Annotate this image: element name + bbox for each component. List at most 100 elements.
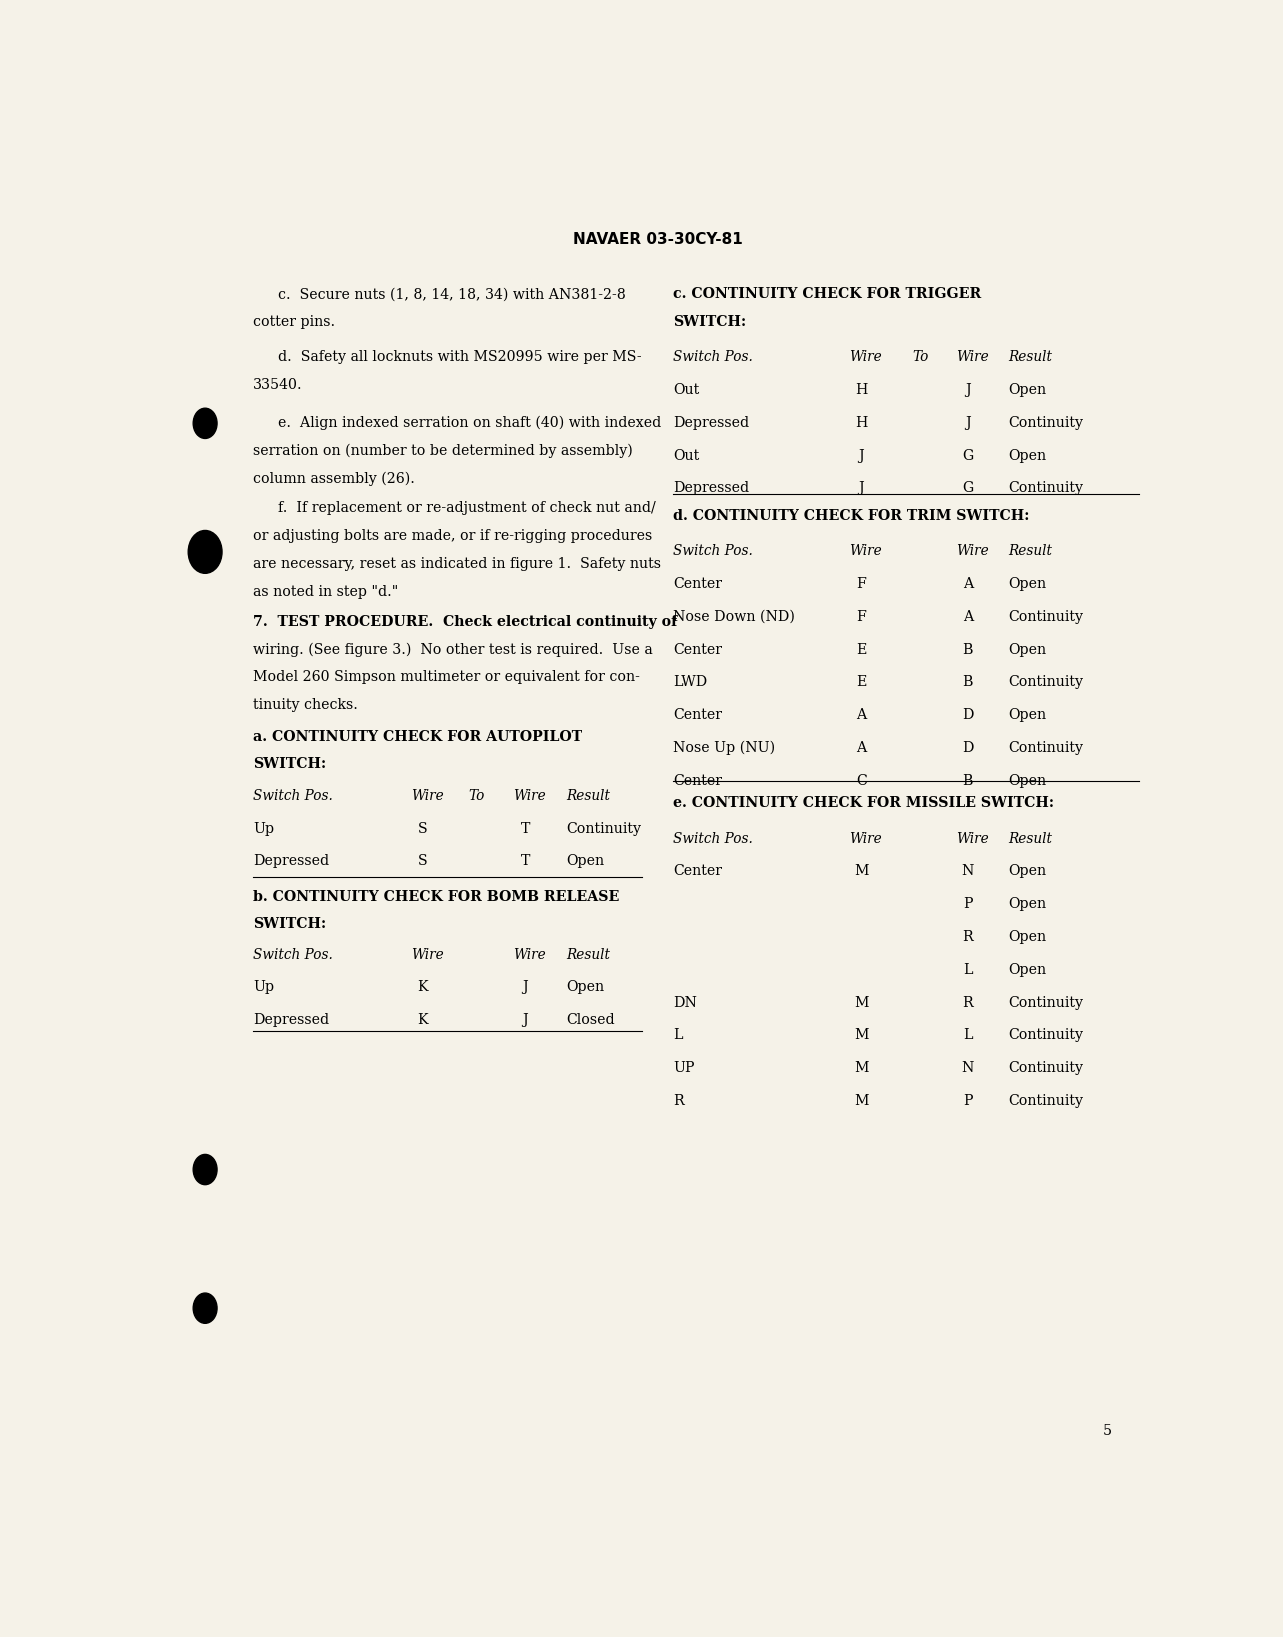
- Text: Continuity: Continuity: [1008, 481, 1084, 496]
- Text: Continuity: Continuity: [1008, 416, 1084, 431]
- Text: Out: Out: [674, 383, 699, 398]
- Text: S: S: [418, 822, 427, 835]
- Text: LWD: LWD: [674, 676, 708, 689]
- Text: A: A: [856, 709, 866, 722]
- Text: E: E: [856, 643, 866, 656]
- Text: H: H: [856, 416, 867, 431]
- Text: Continuity: Continuity: [1008, 1094, 1084, 1108]
- Text: J: J: [858, 449, 865, 463]
- Text: d.  Safety all locknuts with MS20995 wire per MS-: d. Safety all locknuts with MS20995 wire…: [277, 350, 642, 363]
- Text: Switch Pos.: Switch Pos.: [253, 948, 332, 961]
- Text: Switch Pos.: Switch Pos.: [253, 789, 332, 802]
- Text: wiring. (See figure 3.)  No other test is required.  Use a: wiring. (See figure 3.) No other test is…: [253, 643, 653, 656]
- Text: Up: Up: [253, 981, 275, 994]
- Text: Open: Open: [566, 981, 604, 994]
- Text: Depressed: Depressed: [253, 855, 328, 868]
- Text: C: C: [856, 774, 867, 787]
- Text: Open: Open: [1008, 449, 1047, 463]
- Text: Continuity: Continuity: [566, 822, 642, 835]
- Text: Result: Result: [1008, 545, 1052, 558]
- Text: Open: Open: [1008, 963, 1047, 977]
- Text: Center: Center: [674, 774, 722, 787]
- Text: Open: Open: [566, 855, 604, 868]
- Text: Nose Up (NU): Nose Up (NU): [674, 742, 775, 755]
- Text: d. CONTINUITY CHECK FOR TRIM SWITCH:: d. CONTINUITY CHECK FOR TRIM SWITCH:: [674, 509, 1030, 524]
- Text: NAVAER 03-30CY-81: NAVAER 03-30CY-81: [572, 232, 743, 247]
- Text: P: P: [964, 1094, 973, 1108]
- Text: J: J: [965, 416, 971, 431]
- Text: H: H: [856, 383, 867, 398]
- Text: Center: Center: [674, 643, 722, 656]
- Text: Wire: Wire: [849, 545, 883, 558]
- Text: To: To: [912, 350, 929, 363]
- Circle shape: [194, 1154, 217, 1185]
- Text: Model 260 Simpson multimeter or equivalent for con-: Model 260 Simpson multimeter or equivale…: [253, 671, 640, 684]
- Text: A: A: [962, 578, 973, 591]
- Text: Out: Out: [674, 449, 699, 463]
- Circle shape: [189, 530, 222, 573]
- Text: Switch Pos.: Switch Pos.: [674, 545, 753, 558]
- Text: D: D: [962, 742, 974, 755]
- Text: Continuity: Continuity: [1008, 1061, 1084, 1076]
- Text: Continuity: Continuity: [1008, 611, 1084, 624]
- Text: Nose Down (ND): Nose Down (ND): [674, 611, 795, 624]
- Circle shape: [194, 408, 217, 439]
- Text: B: B: [962, 676, 973, 689]
- Text: B: B: [962, 643, 973, 656]
- Text: R: R: [962, 930, 973, 945]
- Text: tinuity checks.: tinuity checks.: [253, 697, 358, 712]
- Text: Open: Open: [1008, 930, 1047, 945]
- Text: Switch Pos.: Switch Pos.: [674, 832, 753, 846]
- Text: DN: DN: [674, 995, 698, 1010]
- Text: M: M: [854, 1028, 869, 1043]
- Text: R: R: [962, 995, 973, 1010]
- Text: M: M: [854, 864, 869, 879]
- Text: Center: Center: [674, 864, 722, 879]
- Text: 7.  TEST PROCEDURE.  Check electrical continuity of: 7. TEST PROCEDURE. Check electrical cont…: [253, 616, 677, 629]
- Text: Continuity: Continuity: [1008, 742, 1084, 755]
- Text: A: A: [856, 742, 866, 755]
- Text: e.  Align indexed serration on shaft (40) with indexed: e. Align indexed serration on shaft (40)…: [277, 416, 661, 431]
- Text: To: To: [468, 789, 485, 802]
- Text: Open: Open: [1008, 897, 1047, 912]
- Text: Continuity: Continuity: [1008, 676, 1084, 689]
- Text: Up: Up: [253, 822, 275, 835]
- Text: Result: Result: [566, 948, 609, 961]
- Text: Wire: Wire: [849, 350, 883, 363]
- Text: f.  If replacement or re-adjustment of check nut and/: f. If replacement or re-adjustment of ch…: [277, 501, 656, 516]
- Text: T: T: [521, 822, 530, 835]
- Text: E: E: [856, 676, 866, 689]
- Text: P: P: [964, 897, 973, 912]
- Text: column assembly (26).: column assembly (26).: [253, 471, 414, 486]
- Text: UP: UP: [674, 1061, 695, 1076]
- Text: e. CONTINUITY CHECK FOR MISSILE SWITCH:: e. CONTINUITY CHECK FOR MISSILE SWITCH:: [674, 797, 1055, 810]
- Text: c. CONTINUITY CHECK FOR TRIGGER: c. CONTINUITY CHECK FOR TRIGGER: [674, 286, 981, 301]
- Text: cotter pins.: cotter pins.: [253, 314, 335, 329]
- Text: K: K: [417, 1013, 429, 1028]
- Text: G: G: [962, 449, 974, 463]
- Text: A: A: [962, 611, 973, 624]
- Text: L: L: [964, 1028, 973, 1043]
- Text: Depressed: Depressed: [674, 481, 749, 496]
- Text: 33540.: 33540.: [253, 378, 303, 391]
- Text: F: F: [857, 578, 866, 591]
- Text: J: J: [522, 981, 529, 994]
- Text: Wire: Wire: [411, 789, 444, 802]
- Text: Open: Open: [1008, 774, 1047, 787]
- Text: Wire: Wire: [956, 545, 989, 558]
- Text: Result: Result: [1008, 832, 1052, 846]
- Text: Open: Open: [1008, 709, 1047, 722]
- Text: J: J: [858, 481, 865, 496]
- Text: Wire: Wire: [411, 948, 444, 961]
- Text: Open: Open: [1008, 383, 1047, 398]
- Text: T: T: [521, 855, 530, 868]
- Text: Open: Open: [1008, 643, 1047, 656]
- Text: Center: Center: [674, 709, 722, 722]
- Text: L: L: [964, 963, 973, 977]
- Text: a. CONTINUITY CHECK FOR AUTOPILOT: a. CONTINUITY CHECK FOR AUTOPILOT: [253, 730, 582, 743]
- Text: Wire: Wire: [513, 948, 547, 961]
- Text: are necessary, reset as indicated in figure 1.  Safety nuts: are necessary, reset as indicated in fig…: [253, 557, 661, 571]
- Text: D: D: [962, 709, 974, 722]
- Text: Result: Result: [1008, 350, 1052, 363]
- Text: Open: Open: [1008, 578, 1047, 591]
